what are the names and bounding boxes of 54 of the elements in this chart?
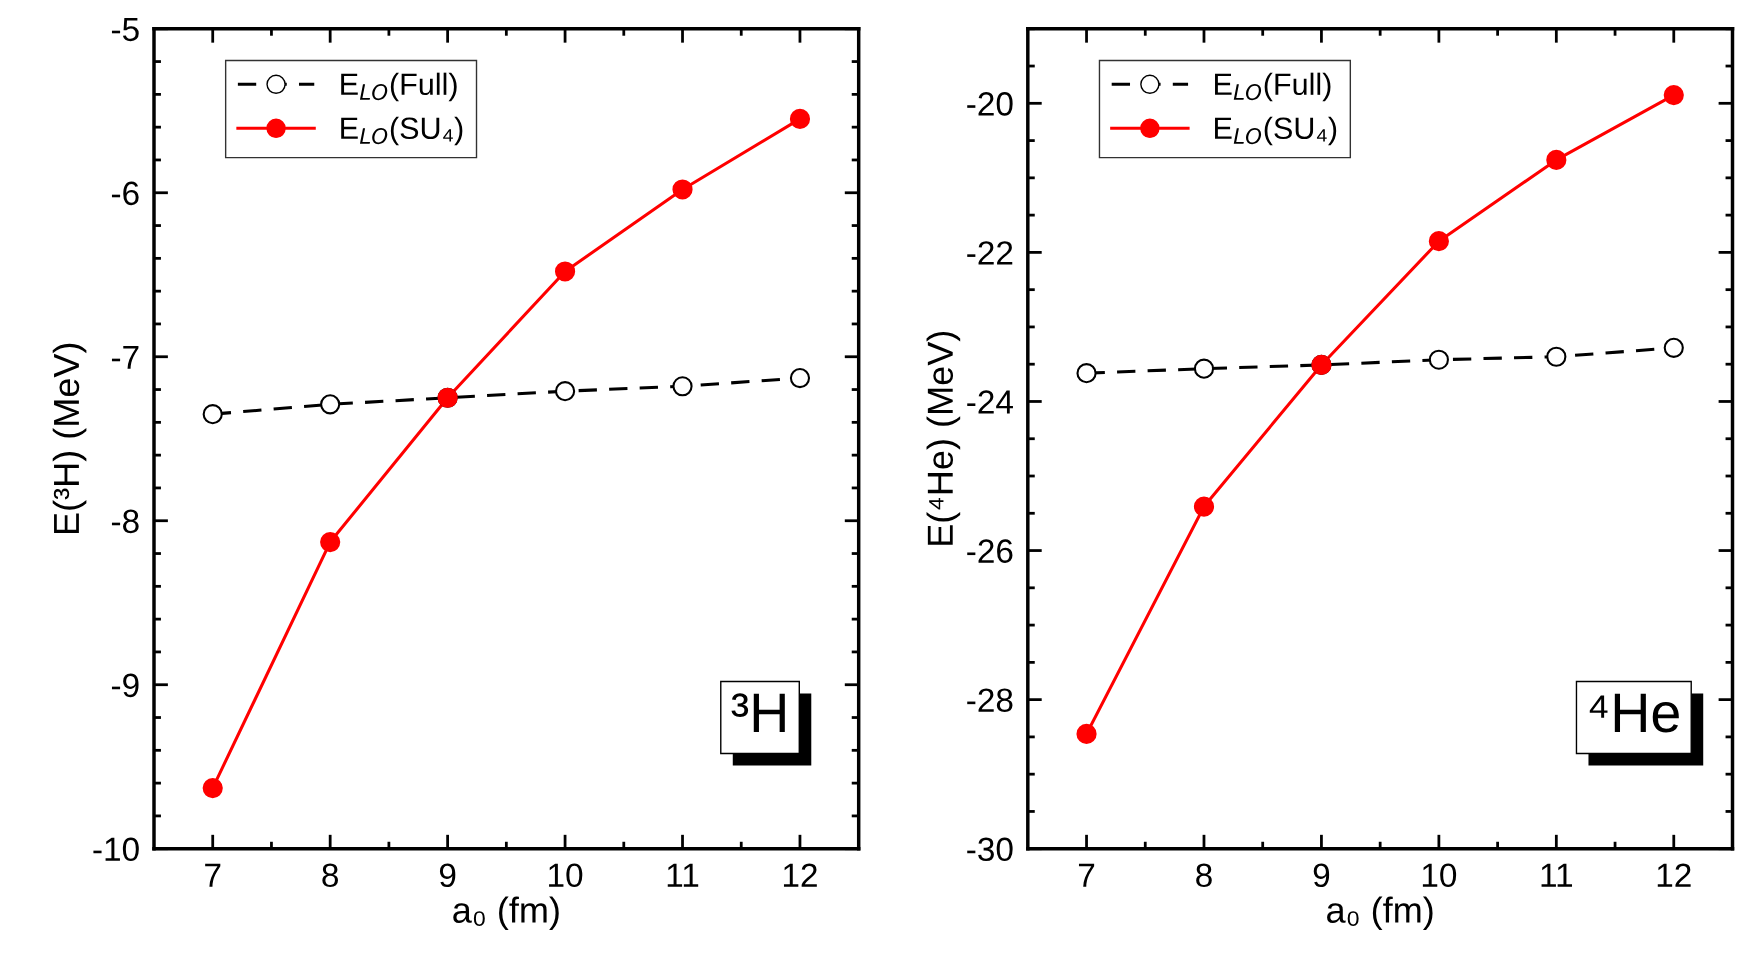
y-tick-label: -22 [967,241,1013,265]
x-axis-title: a₀ (fm) [1327,896,1433,931]
x-tick-label: 10 [549,863,583,888]
legend-label: E$_{LO}$(SU₄) [1215,116,1337,146]
x-tick-label: 8 [322,863,338,888]
point [1193,496,1215,517]
x-tick-label: 8 [1196,863,1212,888]
annotation: ³H [731,693,785,732]
point [1663,85,1684,106]
point [320,531,341,553]
x-tick-label: 12 [1657,863,1691,887]
y-tick-label: -30 [967,837,1013,862]
legend-label: E$_{LO}$(Full) [1215,72,1331,102]
point [1428,231,1449,252]
y-tick-label: -8 [111,509,139,534]
y-axis-title: E(³H) (MeV) [52,343,87,534]
y-tick-label: -20 [967,92,1013,116]
x-tick-label: 9 [439,863,456,888]
x-tick-label: 12 [783,863,817,887]
y-tick-label: -7 [111,345,139,369]
x-tick-label: 11 [1541,863,1573,887]
y-tick-label: -10 [93,837,139,862]
annotation: ⁴He [1589,693,1679,733]
point [672,179,693,200]
point [554,261,576,282]
y-tick-label: -9 [111,673,139,698]
point [789,108,811,130]
point [672,376,693,397]
point [1546,149,1567,171]
y-tick-label: -6 [111,181,139,206]
x-axis-title: a₀ (fm) [453,896,559,931]
point [202,777,223,799]
y-tick-label: -26 [967,539,1013,563]
point [1428,349,1449,370]
y-axis-title: E(⁴He) (MeV) [926,331,961,545]
point [789,367,811,389]
point [320,394,341,415]
x-tick-label: 10 [1422,863,1457,888]
point [202,404,223,425]
y-tick-label: -5 [111,17,139,42]
x-tick-label: 7 [1078,863,1095,887]
legend-label: E$_{LO}$(SU₄) [341,116,463,146]
y-tick-label: -28 [967,688,1013,713]
point [1076,723,1097,745]
point [1076,363,1097,384]
point [1193,358,1215,379]
y-tick-label: -24 [967,390,1013,414]
point [1546,346,1567,367]
x-tick-label: 11 [667,863,699,887]
point [1663,337,1684,358]
x-tick-label: 9 [1313,863,1330,888]
point [554,381,576,402]
x-tick-label: 7 [205,863,221,887]
legend-label: E$_{LO}$(Full) [341,72,457,102]
